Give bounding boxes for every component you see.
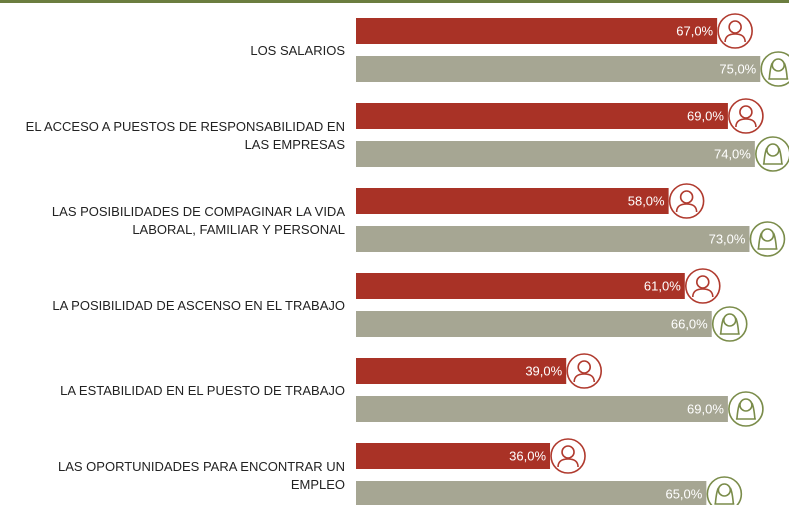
bar — [356, 188, 669, 214]
icon-head — [561, 445, 575, 459]
icon-ring — [668, 183, 705, 219]
value-label: 67,0% — [676, 23, 713, 38]
top-rule — [0, 0, 789, 3]
icon-body — [735, 118, 757, 128]
icon-head — [739, 105, 753, 119]
bar — [356, 273, 685, 299]
person-icon — [749, 221, 786, 257]
icon-ring — [728, 98, 764, 134]
value-label: 36,0% — [509, 448, 546, 463]
icon-head — [679, 190, 694, 204]
bar — [356, 56, 761, 82]
icon-body — [714, 487, 735, 505]
bar — [356, 443, 551, 469]
bar — [356, 141, 755, 167]
value-label: 69,0% — [687, 401, 724, 416]
person-icon — [711, 306, 748, 342]
icon-body — [762, 147, 783, 165]
icon-ring — [760, 51, 789, 87]
value-label: 75,0% — [719, 61, 756, 76]
icon-body — [735, 402, 756, 420]
value-label: 69,0% — [687, 108, 724, 123]
bar — [356, 18, 718, 44]
icon-ring — [717, 13, 753, 49]
icon-head — [728, 20, 742, 34]
icon-body — [675, 203, 698, 213]
person-icon — [755, 136, 789, 172]
icon-ring — [566, 353, 603, 389]
value-label: 58,0% — [628, 193, 665, 208]
value-label: 74,0% — [714, 146, 751, 161]
bar — [356, 103, 728, 129]
category-label: LAS OPORTUNIDADES PARA ENCONTRAR UN EMPL… — [57, 459, 345, 492]
bar — [356, 396, 728, 422]
icon-ring — [550, 438, 586, 474]
value-label: 65,0% — [665, 486, 702, 501]
bar — [356, 226, 750, 252]
value-label: 73,0% — [709, 231, 746, 246]
icon-ring — [749, 221, 786, 257]
category-label: EL ACCESO A PUESTOS DE RESPONSABILIDAD E… — [25, 119, 345, 152]
icon-body — [691, 288, 714, 298]
icon-body — [724, 33, 746, 43]
category-label: LOS SALARIOS — [250, 43, 345, 58]
category-label: LA POSIBILIDAD DE ASCENSO EN EL TRABAJO — [52, 298, 345, 313]
person-icon — [728, 98, 764, 134]
person-icon — [728, 391, 764, 427]
person-icon — [706, 476, 743, 505]
icon-head — [695, 275, 710, 289]
person-icon — [668, 183, 705, 219]
person-icon — [566, 353, 603, 389]
icon-body — [719, 317, 740, 335]
bar — [356, 311, 712, 337]
value-label: 61,0% — [644, 278, 681, 293]
value-label: 39,0% — [525, 363, 562, 378]
category-label: LAS POSIBILIDADES DE COMPAGINAR LA VIDA … — [51, 204, 345, 237]
icon-ring — [684, 268, 721, 304]
person-icon — [760, 51, 789, 87]
icon-ring — [711, 306, 748, 342]
icon-body — [768, 62, 789, 80]
person-icon — [717, 13, 753, 49]
bar — [356, 481, 707, 505]
icon-body — [557, 458, 579, 468]
icon-body — [573, 373, 596, 383]
value-label: 66,0% — [671, 316, 708, 331]
person-icon — [550, 438, 586, 474]
icon-ring — [755, 136, 789, 172]
category-label: LA ESTABILIDAD EN EL PUESTO DE TRABAJO — [60, 383, 345, 398]
icon-ring — [728, 391, 764, 427]
icon-ring — [706, 476, 743, 505]
icon-body — [757, 232, 778, 250]
bar — [356, 358, 567, 384]
person-icon — [684, 268, 721, 304]
icon-head — [577, 360, 592, 374]
